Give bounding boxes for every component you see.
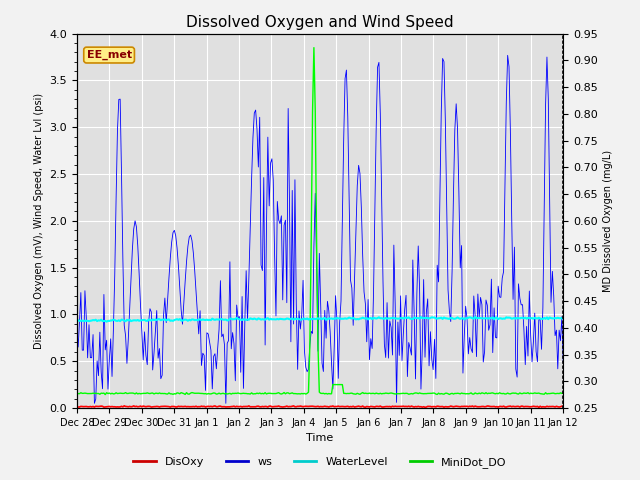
- WaterLevel: [471, 314, 479, 320]
- Y-axis label: MD Dissolved Oxygen (mg/L): MD Dissolved Oxygen (mg/L): [604, 150, 613, 292]
- Line: DisOxy: DisOxy: [77, 406, 563, 408]
- ws: [236, 314, 243, 320]
- MiniDot_DO: [220, 390, 227, 396]
- MiniDot_DO: [101, 392, 109, 397]
- MiniDot_DO: [310, 45, 317, 50]
- DisOxy: [244, 404, 252, 409]
- WaterLevel: [559, 315, 567, 321]
- WaterLevel: [535, 315, 543, 321]
- WaterLevel: [103, 319, 111, 324]
- DisOxy: [236, 404, 243, 409]
- Line: ws: ws: [77, 55, 563, 403]
- DisOxy: [134, 404, 141, 409]
- DisOxy: [534, 404, 541, 409]
- Text: EE_met: EE_met: [86, 50, 132, 60]
- DisOxy: [559, 404, 567, 409]
- MiniDot_DO: [134, 391, 141, 397]
- DisOxy: [120, 403, 128, 409]
- ws: [220, 331, 227, 337]
- ws: [73, 324, 81, 329]
- WaterLevel: [220, 317, 227, 323]
- DisOxy: [220, 404, 227, 409]
- MiniDot_DO: [236, 391, 243, 396]
- DisOxy: [73, 404, 81, 409]
- MiniDot_DO: [73, 391, 81, 396]
- MiniDot_DO: [287, 390, 294, 396]
- Y-axis label: Dissolved Oxygen (mV), Wind Speed, Water Lvl (psi): Dissolved Oxygen (mV), Wind Speed, Water…: [34, 93, 44, 349]
- MiniDot_DO: [535, 390, 543, 396]
- MiniDot_DO: [559, 390, 567, 396]
- Line: MiniDot_DO: MiniDot_DO: [77, 48, 563, 395]
- ws: [244, 318, 252, 324]
- WaterLevel: [244, 317, 252, 323]
- WaterLevel: [134, 317, 141, 323]
- ws: [287, 339, 294, 345]
- ws: [535, 317, 543, 323]
- Line: WaterLevel: WaterLevel: [77, 317, 563, 322]
- ws: [559, 359, 567, 365]
- MiniDot_DO: [244, 391, 252, 396]
- Legend: DisOxy, ws, WaterLevel, MiniDot_DO: DisOxy, ws, WaterLevel, MiniDot_DO: [129, 452, 511, 472]
- WaterLevel: [73, 318, 81, 324]
- WaterLevel: [287, 316, 294, 322]
- DisOxy: [535, 405, 543, 410]
- X-axis label: Time: Time: [307, 433, 333, 443]
- ws: [91, 400, 99, 406]
- Title: Dissolved Oxygen and Wind Speed: Dissolved Oxygen and Wind Speed: [186, 15, 454, 30]
- ws: [504, 52, 511, 58]
- ws: [134, 243, 141, 249]
- WaterLevel: [236, 316, 243, 322]
- DisOxy: [287, 404, 294, 409]
